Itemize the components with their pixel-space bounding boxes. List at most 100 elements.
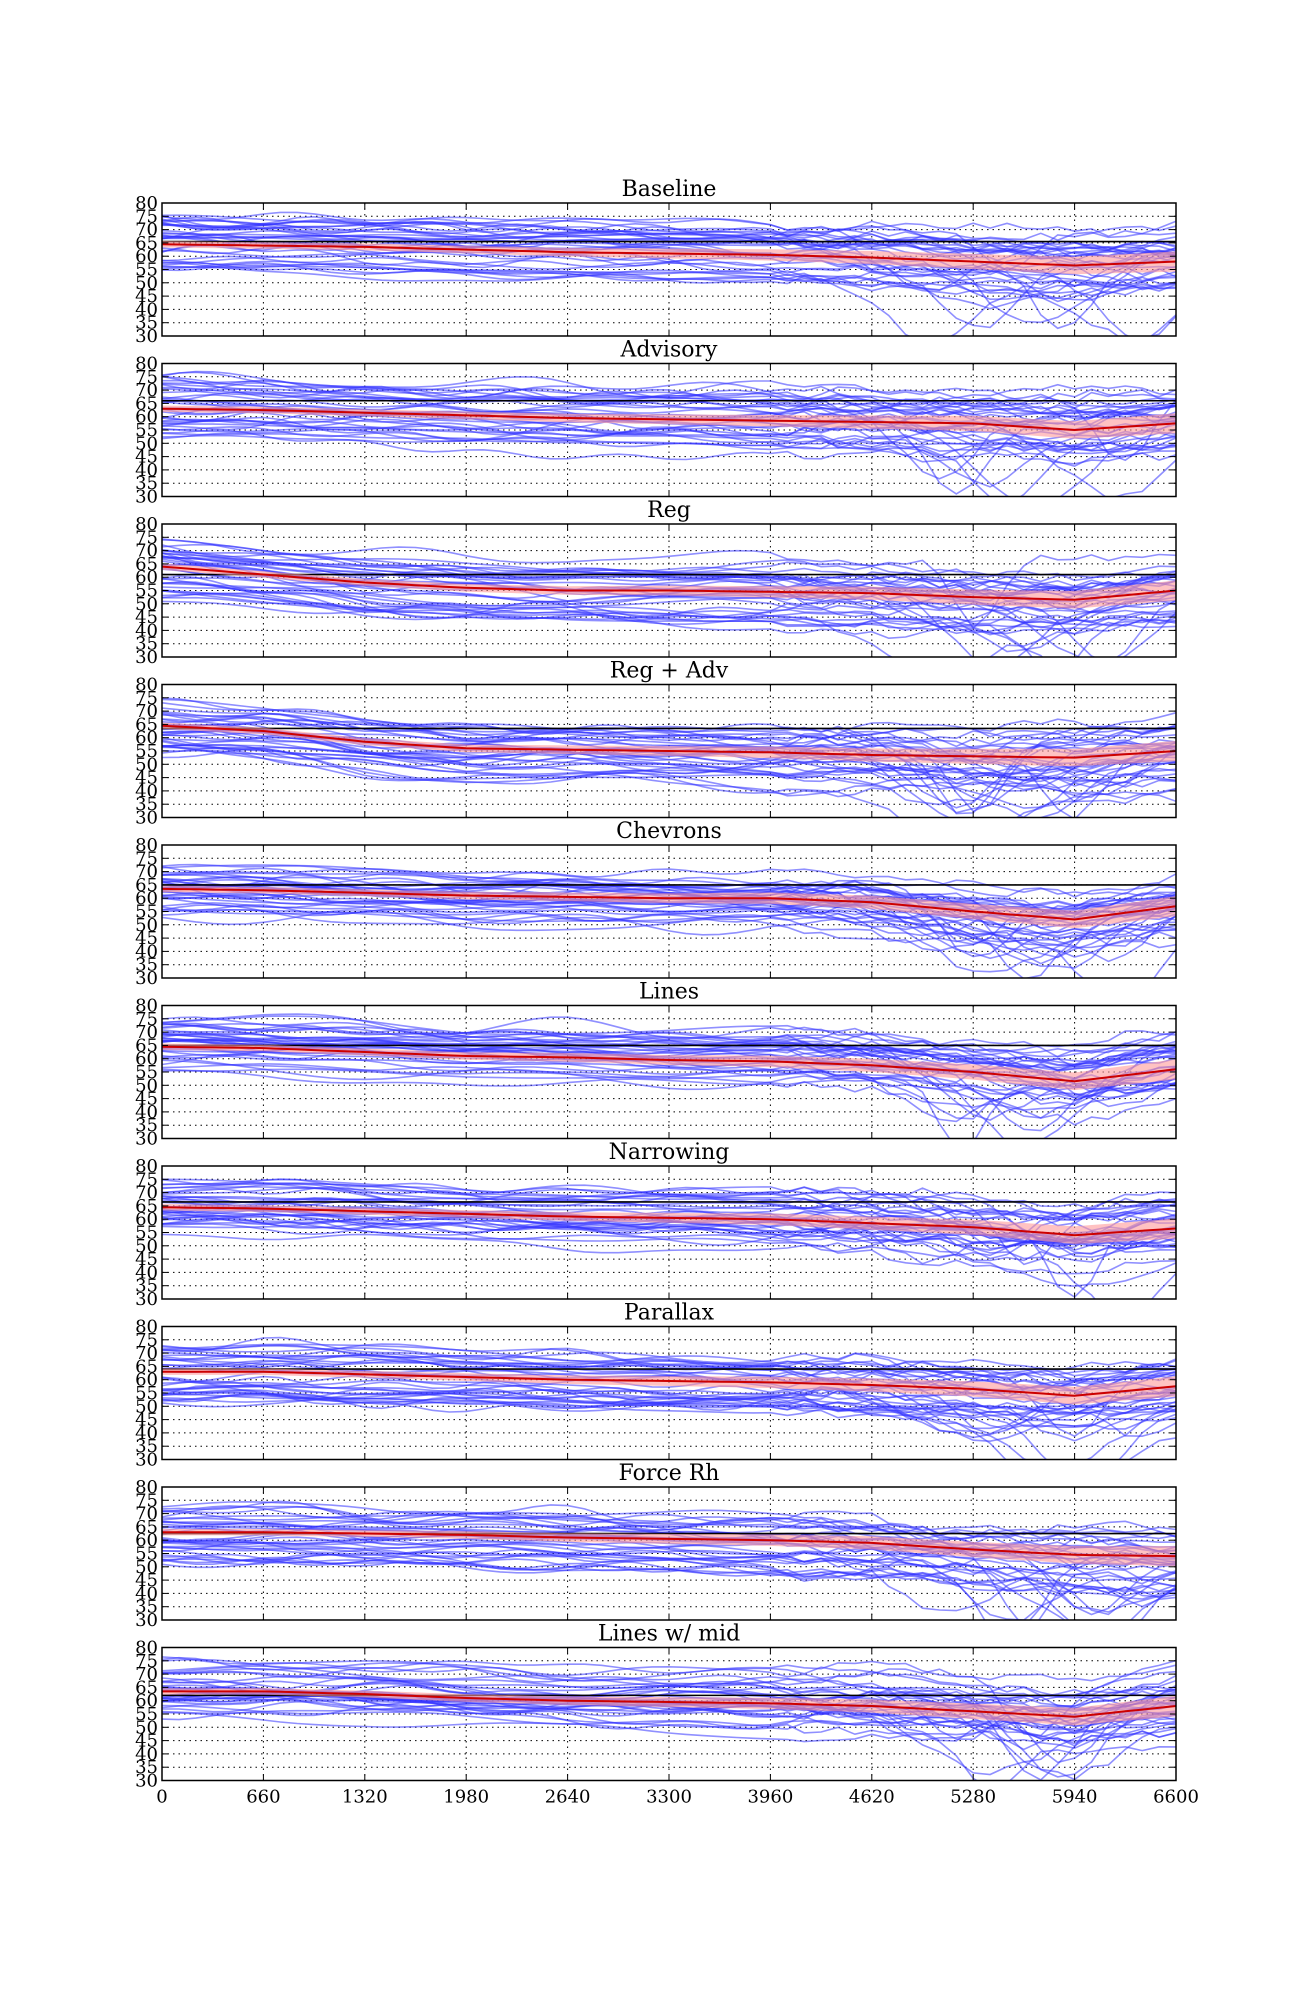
individual-trace — [162, 1500, 1176, 1538]
individual-trace — [162, 1546, 1176, 1580]
plot-area — [162, 863, 1176, 978]
mean-line — [162, 887, 1176, 921]
individual-trace — [162, 429, 1176, 468]
y-tick-label: 35 — [135, 1436, 158, 1457]
y-tick-label: 40 — [135, 620, 158, 641]
y-tick-label: 40 — [135, 1583, 158, 1604]
individual-trace — [162, 215, 1176, 291]
mean-line — [162, 1370, 1176, 1397]
individual-trace — [162, 418, 1176, 488]
y-tick-label: 35 — [135, 1597, 158, 1618]
x-tick-label: 3960 — [747, 1787, 793, 1808]
subplot-title: Lines — [639, 980, 699, 1005]
subplot-title: Reg — [647, 498, 691, 523]
individual-trace — [162, 711, 1176, 766]
y-tick-label: 65 — [135, 393, 158, 414]
y-tick-label: 80 — [135, 193, 158, 214]
individual-trace — [162, 890, 1176, 969]
y-tick-label: 75 — [135, 1330, 158, 1351]
y-tick-label: 75 — [135, 367, 158, 388]
y-tick-label: 70 — [135, 1183, 158, 1204]
y-tick-label: 70 — [135, 220, 158, 241]
y-tick-label: 80 — [135, 354, 158, 375]
individual-trace — [162, 906, 1176, 959]
individual-trace — [162, 1213, 1176, 1265]
mean-line — [162, 1690, 1176, 1718]
individual-trace — [162, 1666, 1176, 1700]
y-tick-label: 50 — [135, 1396, 158, 1417]
y-tick-label: 60 — [135, 1530, 158, 1551]
y-tick-label: 55 — [135, 741, 158, 762]
y-tick-label: 30 — [135, 487, 158, 508]
confidence-band — [162, 1043, 1176, 1091]
individual-trace — [162, 1556, 1176, 1594]
individual-trace — [162, 426, 1176, 465]
y-tick-label: 70 — [135, 1504, 158, 1525]
individual-trace — [162, 697, 1176, 735]
mean-line — [162, 243, 1176, 267]
y-tick-label: 45 — [135, 447, 158, 468]
plot-area — [162, 1656, 1176, 1781]
confidence-band — [162, 1688, 1176, 1726]
y-tick-label: 35 — [135, 1115, 158, 1136]
y-tick-label: 60 — [135, 246, 158, 267]
y-tick-label: 45 — [135, 1570, 158, 1591]
individual-trace — [162, 1213, 1176, 1262]
y-tick-label: 35 — [135, 1276, 158, 1297]
individual-trace — [162, 1656, 1176, 1682]
y-tick-label: 65 — [135, 1677, 158, 1698]
individual-trace — [162, 1510, 1176, 1545]
individual-trace — [162, 747, 1176, 818]
y-tick-label: 35 — [135, 313, 158, 334]
y-tick-label: 30 — [135, 968, 158, 989]
individual-trace — [162, 214, 1176, 250]
y-tick-label: 55 — [135, 1383, 158, 1404]
y-tick-label: 55 — [135, 1544, 158, 1565]
plot-area — [162, 1336, 1176, 1460]
y-tick-label: 80 — [135, 1477, 158, 1498]
individual-trace — [162, 1550, 1176, 1620]
y-tick-label: 45 — [135, 928, 158, 949]
y-tick-label: 55 — [135, 1223, 158, 1244]
individual-trace — [162, 712, 1176, 813]
individual-trace — [162, 1385, 1176, 1442]
y-tick-label: 80 — [135, 1156, 158, 1177]
y-tick-label: 75 — [135, 206, 158, 227]
y-tick-label: 70 — [135, 862, 158, 883]
y-tick-label: 30 — [135, 1289, 158, 1310]
individual-trace — [162, 1711, 1176, 1781]
individual-trace — [162, 1054, 1176, 1123]
individual-trace — [162, 261, 1176, 301]
x-tick-label: 5280 — [950, 1787, 996, 1808]
individual-trace — [162, 239, 1176, 324]
y-tick-label: 65 — [135, 1517, 158, 1538]
y-tick-label: 35 — [135, 794, 158, 815]
y-tick-label: 65 — [135, 554, 158, 575]
y-tick-label: 65 — [135, 714, 158, 735]
y-tick-label: 65 — [135, 1035, 158, 1056]
mean-line — [162, 407, 1176, 432]
plot-area — [162, 538, 1176, 657]
y-tick-label: 45 — [135, 1089, 158, 1110]
y-tick-label: 70 — [135, 541, 158, 562]
individual-trace — [162, 590, 1176, 635]
x-tick-label: 4620 — [849, 1787, 895, 1808]
y-tick-label: 30 — [135, 1771, 158, 1792]
individual-trace — [162, 1022, 1176, 1108]
y-tick-label: 80 — [135, 835, 158, 856]
subplot-title: Force Rh — [619, 1461, 720, 1486]
individual-trace — [162, 600, 1044, 657]
y-tick-label: 75 — [135, 688, 158, 709]
y-tick-label: 50 — [135, 594, 158, 615]
x-tick-label: 1980 — [443, 1787, 489, 1808]
confidence-band — [162, 885, 1176, 929]
y-tick-label: 70 — [135, 380, 158, 401]
individual-trace — [162, 243, 1176, 301]
individual-trace — [162, 1708, 1176, 1745]
y-tick-label: 45 — [135, 1249, 158, 1270]
